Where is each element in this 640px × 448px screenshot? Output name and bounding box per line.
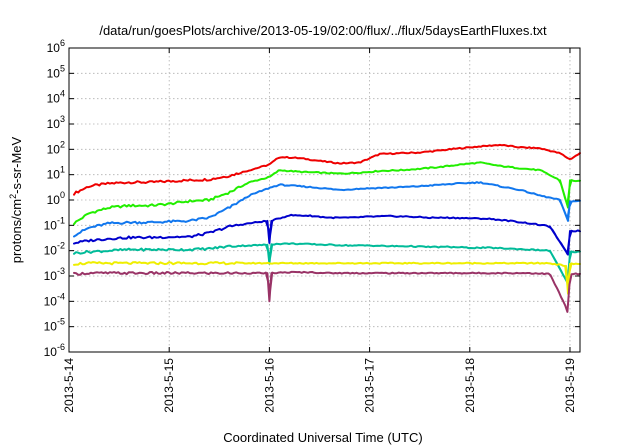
y-tick-label: 103 bbox=[47, 114, 65, 131]
y-tick-label-base: 10 bbox=[47, 66, 61, 80]
y-tick-label-exponent: 3 bbox=[60, 114, 65, 124]
y-tick-label-exponent: -4 bbox=[57, 291, 65, 301]
y-tick-label: 106 bbox=[47, 38, 65, 55]
series-line-2 bbox=[73, 161, 581, 226]
y-tick-label-exponent: 4 bbox=[60, 89, 65, 99]
y-tick-label-base: 10 bbox=[47, 168, 61, 182]
series-lines bbox=[73, 143, 581, 313]
x-tick-label: 2013-5-17 bbox=[363, 358, 377, 413]
series-line-1 bbox=[73, 143, 581, 196]
y-tick-label: 10-4 bbox=[44, 291, 65, 308]
y-tick-label: 10-3 bbox=[44, 266, 65, 283]
y-tick-label-base: 10 bbox=[44, 244, 58, 258]
y-tick-label-base: 10 bbox=[44, 294, 58, 308]
x-tick-label: 2013-5-14 bbox=[62, 358, 76, 413]
y-tick-label-base: 10 bbox=[47, 92, 61, 106]
y-tick-label: 10-5 bbox=[44, 317, 65, 334]
y-axis-ticks: 10-610-510-410-310-210-11001011021031041… bbox=[44, 38, 580, 359]
y-tick-label: 104 bbox=[47, 89, 65, 106]
y-tick-label-base: 10 bbox=[47, 117, 61, 131]
y-axis-title-prefix: protons/cm bbox=[9, 199, 24, 263]
x-tick-label: 2013-5-15 bbox=[162, 358, 176, 413]
x-axis-ticks: 2013-5-14 2013-5-15 2013-5-16 2013-5-17 2013… bbox=[62, 48, 577, 413]
y-tick-label: 10-6 bbox=[44, 342, 65, 359]
y-tick-label-exponent: 2 bbox=[60, 139, 65, 149]
y-tick-label-base: 10 bbox=[47, 142, 61, 156]
series-line-3 bbox=[73, 181, 581, 238]
grid-lines bbox=[69, 48, 580, 352]
y-tick-label: 101 bbox=[47, 165, 65, 182]
y-axis-title-sup: 2 bbox=[8, 194, 18, 199]
y-tick-label-exponent: 1 bbox=[60, 165, 65, 175]
y-tick-label-base: 10 bbox=[44, 345, 58, 359]
y-tick-label-base: 10 bbox=[47, 193, 61, 207]
y-tick-label-exponent: -2 bbox=[57, 241, 65, 251]
series-line-7 bbox=[73, 270, 581, 313]
y-axis-title: protons/cm2-s-sr-MeV bbox=[8, 136, 24, 263]
y-tick-label-exponent: -5 bbox=[57, 317, 65, 327]
series-line-4 bbox=[73, 213, 581, 256]
y-tick-label-exponent: 6 bbox=[60, 38, 65, 48]
y-tick-label-exponent: -3 bbox=[57, 266, 65, 276]
series-line-6 bbox=[73, 261, 581, 295]
x-tick-label: 2013-5-19 bbox=[563, 358, 577, 413]
y-tick-label-base: 10 bbox=[44, 320, 58, 334]
x-tick-label: 2013-5-18 bbox=[463, 358, 477, 413]
y-tick-label-base: 10 bbox=[44, 269, 58, 283]
y-tick-label-exponent: -1 bbox=[57, 215, 65, 225]
y-tick-label-exponent: -6 bbox=[57, 342, 65, 352]
chart-title: /data/run/goesPlots/archive/2013-05-19/0… bbox=[99, 23, 547, 38]
y-tick-label-base: 10 bbox=[44, 218, 58, 232]
y-tick-label: 10-1 bbox=[44, 215, 65, 232]
y-tick-label-exponent: 0 bbox=[60, 190, 65, 200]
x-tick-label: 2013-5-16 bbox=[262, 358, 276, 413]
y-axis-title-suffix: -s-sr-MeV bbox=[9, 136, 24, 193]
y-tick-label-base: 10 bbox=[47, 41, 61, 55]
x-axis-title: Coordinated Universal Time (UTC) bbox=[223, 430, 422, 445]
y-tick-label-exponent: 5 bbox=[60, 63, 65, 73]
y-tick-label: 100 bbox=[47, 190, 65, 207]
y-tick-label: 10-2 bbox=[44, 241, 65, 258]
y-tick-label: 102 bbox=[47, 139, 65, 156]
y-tick-label: 105 bbox=[47, 63, 65, 80]
